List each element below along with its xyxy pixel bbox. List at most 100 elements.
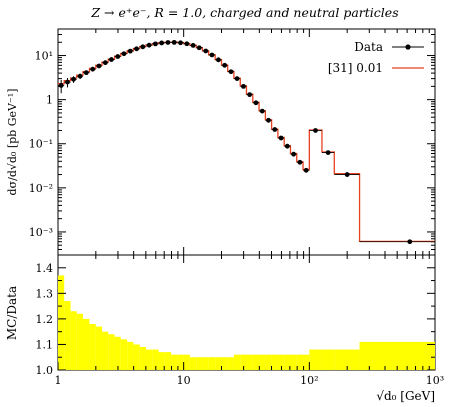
- ratio-band-bin: [145, 349, 153, 370]
- ratio-band-bin: [334, 349, 360, 370]
- data-point: [266, 117, 271, 123]
- data-point: [184, 41, 190, 47]
- data-point: [253, 100, 259, 106]
- ratio-band-bin: [89, 324, 96, 370]
- ratio-y-tick-label: 1.2: [36, 313, 54, 326]
- data-point: [146, 42, 152, 48]
- tick-labels: 10⁻³ 10⁻² 10⁻¹ 1 10¹ 1.0 1.1 1.2 1.3 1.4 1 10 10² 10³: [29, 50, 444, 387]
- ratio-band-bin: [296, 354, 304, 370]
- data-point: [171, 39, 177, 45]
- ratio-band-bin: [284, 354, 291, 370]
- ratio-band-bin: [108, 334, 115, 370]
- ratio-y-tick-label: 1.1: [36, 338, 54, 351]
- data-point: [96, 63, 102, 69]
- ratio-band-bin: [271, 354, 278, 370]
- ratio-band-bin: [133, 344, 140, 370]
- main-axis-ticks: [57, 28, 435, 256]
- ratio-band-bin: [127, 341, 134, 370]
- ratio-band-bin: [259, 354, 266, 370]
- ratio-band-bin: [240, 354, 247, 370]
- data-point: [325, 150, 331, 155]
- data-point: [90, 66, 96, 72]
- legend-label-data: Data: [354, 40, 383, 54]
- ratio-band: [58, 275, 435, 370]
- ratio-band-bin: [139, 347, 146, 370]
- main-y-tick-label: 10⁻¹: [29, 138, 53, 151]
- ratio-axis-ticks: [57, 254, 435, 371]
- data-point: [134, 46, 139, 52]
- x-axis-label: √d₀ [GeV]: [376, 389, 435, 403]
- main-y-tick-label: 10¹: [35, 50, 53, 63]
- ratio-band-bin: [58, 275, 65, 370]
- ratio-band-bin: [303, 354, 310, 370]
- ratio-band-bin: [233, 354, 241, 370]
- ratio-y-tick-label: 1.3: [36, 287, 54, 300]
- ratio-band-bin: [164, 352, 172, 370]
- data-point: [259, 108, 265, 114]
- data-point: [291, 151, 297, 157]
- ratio-x-tick-label: 10³: [426, 374, 444, 387]
- ratio-band-bin: [202, 357, 209, 370]
- data-point: [278, 135, 284, 141]
- ratio-band-bin: [215, 357, 222, 370]
- ratio-band-bin: [227, 357, 234, 370]
- data-point: [115, 54, 121, 59]
- data-point: [102, 60, 108, 66]
- ratio-y-tick-label: 1.0: [36, 364, 54, 377]
- data-point: [313, 128, 318, 133]
- ratio-band-bin: [171, 354, 178, 370]
- data-point: [77, 73, 83, 79]
- ratio-band-bin: [246, 354, 253, 370]
- legend-marker-data-point: [405, 44, 411, 50]
- data-point: [344, 172, 350, 177]
- ratio-x-tick-label: 10: [177, 374, 191, 387]
- ratio-x-tick-label: 1: [55, 374, 62, 387]
- ratio-band-bin: [196, 357, 203, 370]
- ratio-band-bin: [177, 354, 184, 370]
- data-point: [165, 40, 171, 45]
- y-axis-label: dσ/d√d₀ [pb GeV⁻¹]: [6, 89, 19, 196]
- ratio-band-bin: [321, 349, 335, 370]
- data-point: [127, 48, 133, 54]
- data-point: [203, 48, 209, 54]
- main-y-tick-label: 1: [46, 94, 53, 107]
- data-point: [178, 40, 183, 46]
- ratio-band-bin: [265, 354, 272, 370]
- data-point: [241, 83, 246, 89]
- ratio-y-tick-label: 1.4: [36, 262, 54, 275]
- ratio-band-bin: [183, 354, 190, 370]
- data-point: [222, 62, 228, 68]
- main-y-tick-label: 10⁻²: [29, 182, 53, 195]
- ratio-band-bin: [64, 301, 71, 370]
- data-point: [65, 79, 70, 85]
- data-point: [297, 159, 303, 165]
- ratio-band-bin: [82, 318, 90, 370]
- data-point: [121, 51, 127, 57]
- data-point: [190, 42, 196, 48]
- data-point: [196, 45, 202, 51]
- legend: Data [31] 0.01: [328, 40, 424, 75]
- ratio-band-bin: [158, 352, 165, 370]
- data-point: [228, 69, 234, 75]
- data-point: [209, 52, 215, 58]
- data-point: [272, 127, 278, 132]
- ratio-band-bin: [290, 354, 297, 370]
- ratio-y-axis-label: MC/Data: [5, 286, 19, 340]
- data-points-series: [58, 39, 435, 245]
- ratio-band-bin: [221, 357, 228, 370]
- data-point: [234, 76, 240, 82]
- data-point: [216, 57, 221, 63]
- data-point: [159, 40, 165, 46]
- data-point: [83, 70, 89, 76]
- ratio-band-bin: [120, 339, 128, 370]
- ratio-band-bin: [114, 336, 121, 370]
- data-point: [58, 83, 64, 88]
- chart-title: Z → e⁺e⁻, R = 1.0, charged and neutral p…: [90, 5, 398, 20]
- ratio-band-bin: [152, 349, 159, 370]
- ratio-band-bin: [95, 326, 103, 370]
- data-point: [153, 41, 158, 47]
- legend-label-mc: [31] 0.01: [328, 61, 383, 75]
- ratio-band-bin: [208, 357, 216, 370]
- data-point: [407, 239, 413, 245]
